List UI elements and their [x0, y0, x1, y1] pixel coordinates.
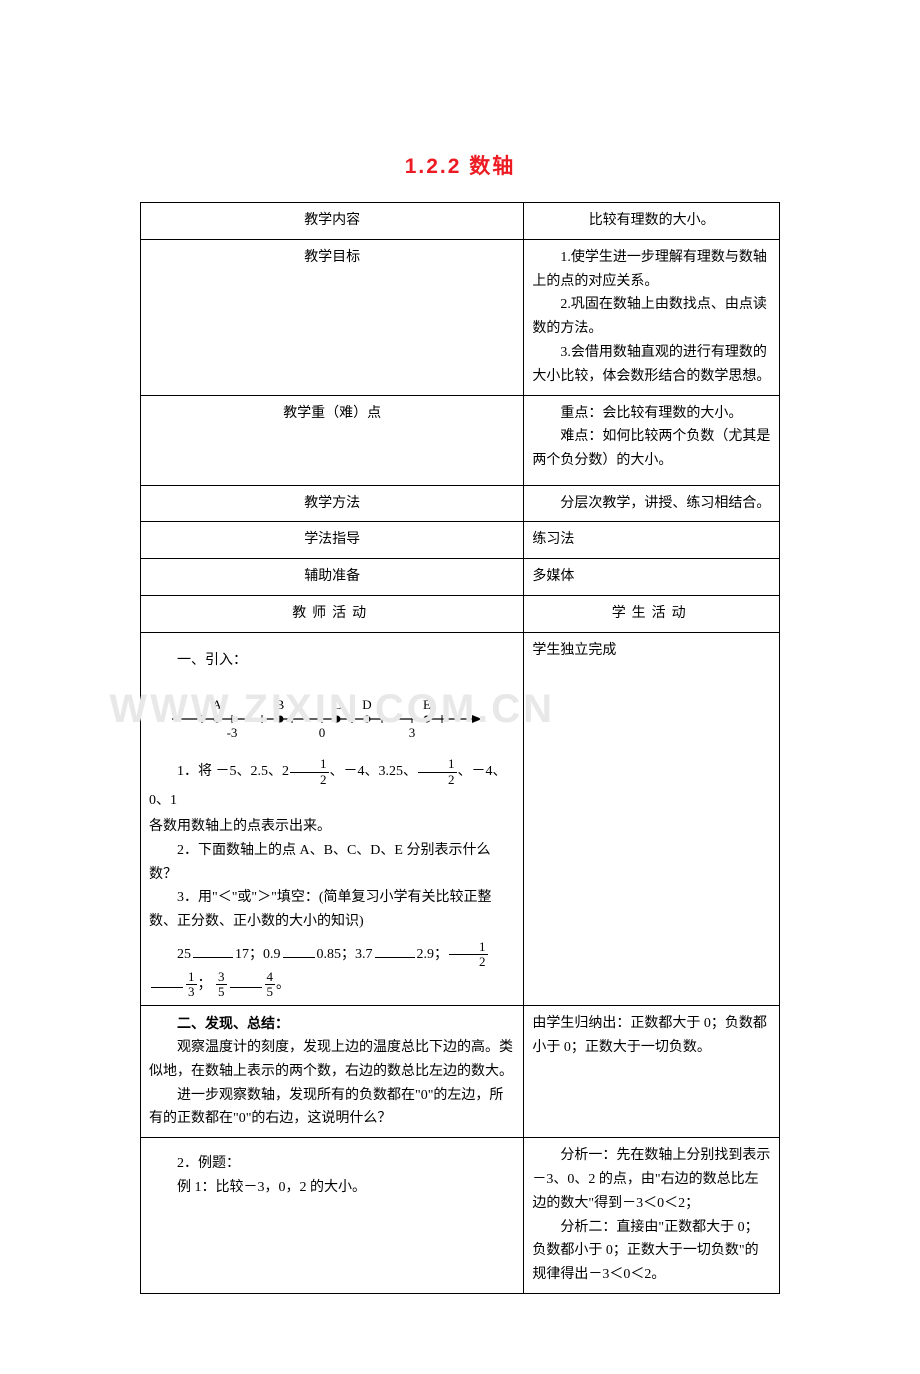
goal-line: 2.巩固在数轴上由数找点、由点读数的方法。 [532, 293, 771, 341]
label-cell: 教学重（难）点 [141, 395, 524, 485]
label-cell: 学法指导 [141, 522, 524, 559]
q1: 1．将 －5、2.5、212、－4、3.25、12、－4、0、1 [149, 757, 515, 815]
blank [151, 974, 183, 988]
content-cell: 比较有理数的大小。 [524, 203, 780, 240]
svg-text:D: D [362, 697, 371, 712]
row-activity-header: 教师活动 学生活动 [141, 595, 780, 632]
student-header: 学生活动 [524, 595, 780, 632]
row-activity-2: 二、发现、总结： 观察温度计的刻度，发现上边的温度总比下边的高。类似地，在数轴上… [141, 1006, 780, 1138]
content-cell: 重点：会比较有理数的大小。 难点：如何比较两个负数（尤其是两个负分数）的大小。 [524, 395, 780, 485]
fill-line-2: 13； 35 45。 [149, 970, 515, 1000]
content-cell: 练习法 [524, 522, 780, 559]
lesson-plan-page: 1.2.2 数轴 教学内容 比较有理数的大小。 教学目标 1.使学生进一步理解有… [0, 0, 920, 1374]
q1-text: 1．将 －5、2.5、2 [177, 764, 289, 779]
student-cell: 分析一：先在数轴上分别找到表示－3、0、2 的点，由"右边的数总比左边的数大"得… [524, 1138, 780, 1294]
example-head: 2．例题： [149, 1152, 515, 1176]
blank [193, 944, 233, 958]
page-title: 1.2.2 数轴 [140, 150, 780, 180]
row-content: 教学内容 比较有理数的大小。 [141, 203, 780, 240]
fill-text: 2.9； [417, 947, 449, 962]
focus-line: 难点：如何比较两个负数（尤其是两个负分数）的大小。 [532, 425, 771, 473]
teacher-header: 教师活动 [141, 595, 524, 632]
example-body: 例 1：比较－3，0，2 的大小。 [149, 1176, 515, 1200]
svg-text:-3: -3 [227, 725, 238, 740]
fill-text: 。 [276, 977, 290, 992]
fill-text: 25 [177, 947, 191, 962]
fraction-half: 12 [290, 757, 329, 787]
content-cell: 分层次教学，讲授、练习相结合。 [524, 485, 780, 522]
svg-text:3: 3 [409, 725, 416, 740]
blank [283, 944, 315, 958]
label-cell: 教学内容 [141, 203, 524, 240]
fraction-fourfifth: 45 [265, 970, 276, 1000]
numberline-container: WWW.ZIXIN.COM.CN [149, 685, 515, 750]
label-cell: 教学目标 [141, 239, 524, 395]
row-method: 教学方法 分层次教学，讲授、练习相结合。 [141, 485, 780, 522]
row-goal: 教学目标 1.使学生进一步理解有理数与数轴上的点的对应关系。 2.巩固在数轴上由… [141, 239, 780, 395]
label-cell: 教学方法 [141, 485, 524, 522]
teacher-cell: 二、发现、总结： 观察温度计的刻度，发现上边的温度总比下边的高。类似地，在数轴上… [141, 1006, 524, 1138]
svg-text:B: B [276, 697, 285, 712]
p2: 进一步观察数轴，发现所有的负数都在"0"的左边，所有的正数都在"0"的右边，这说… [149, 1084, 515, 1132]
teacher-cell: 2．例题： 例 1：比较－3，0，2 的大小。 [141, 1138, 524, 1294]
analysis-2: 分析二：直接由"正数都大于 0；负数都小于 0；正数大于一切负数"的规律得出－3… [532, 1216, 771, 1287]
q1-text: 、－4、3.25、 [330, 764, 418, 779]
teacher-cell: 一、引入： WWW.ZIXIN.COM.CN [141, 632, 524, 1005]
row-activity-3: 2．例题： 例 1：比较－3，0，2 的大小。 分析一：先在数轴上分别找到表示－… [141, 1138, 780, 1294]
q3: 3．用"＜"或"＞"填空：(简单复习小学有关比较正整数、正分数、正小数的大小的知… [149, 886, 515, 934]
fraction-half: 12 [418, 757, 457, 787]
fraction-third: 13 [186, 970, 197, 1000]
fill-text: 0.85；3.7 [317, 947, 373, 962]
content-cell: 多媒体 [524, 559, 780, 596]
svg-text:A: A [212, 697, 222, 712]
content-cell: 1.使学生进一步理解有理数与数轴上的点的对应关系。 2.巩固在数轴上由数找点、由… [524, 239, 780, 395]
numberline-svg: A B C D E -3 0 3 [162, 685, 502, 741]
svg-text:E: E [423, 697, 431, 712]
fraction-threefifth: 35 [216, 970, 227, 1000]
fill-line-1: 25 17；0.9 0.85；3.7 2.9；12 [149, 940, 515, 970]
goal-line: 1.使学生进一步理解有理数与数轴上的点的对应关系。 [532, 246, 771, 294]
analysis-1: 分析一：先在数轴上分别找到表示－3、0、2 的点，由"右边的数总比左边的数大"得… [532, 1144, 771, 1215]
blank [230, 974, 262, 988]
svg-text:C: C [333, 697, 342, 712]
focus-line: 重点：会比较有理数的大小。 [532, 402, 771, 426]
row-prep: 辅助准备 多媒体 [141, 559, 780, 596]
row-study: 学法指导 练习法 [141, 522, 780, 559]
goal-line: 3.会借用数轴直观的进行有理数的大小比较，体会数形结合的数学思想。 [532, 341, 771, 389]
section-heading: 二、发现、总结： [149, 1012, 515, 1036]
lesson-table: 教学内容 比较有理数的大小。 教学目标 1.使学生进一步理解有理数与数轴上的点的… [140, 202, 780, 1294]
fraction-half: 12 [449, 940, 488, 970]
q2: 2．下面数轴上的点 A、B、C、D、E 分别表示什么数？ [149, 839, 515, 887]
fill-text: ； [198, 977, 212, 992]
student-cell: 学生独立完成 [524, 632, 780, 1005]
student-cell: 由学生归纳出：正数都大于 0；负数都小于 0；正数大于一切负数。 [524, 1006, 780, 1138]
row-focus: 教学重（难）点 重点：会比较有理数的大小。 难点：如何比较两个负数（尤其是两个负… [141, 395, 780, 485]
blank [375, 944, 415, 958]
p1: 观察温度计的刻度，发现上边的温度总比下边的高。类似地，在数轴上表示的两个数，右边… [149, 1036, 515, 1084]
intro-heading: 一、引入： [149, 649, 515, 673]
q1d: 各数用数轴上的点表示出来。 [149, 815, 515, 839]
svg-text:0: 0 [319, 725, 326, 740]
label-cell: 辅助准备 [141, 559, 524, 596]
row-activity-1: 一、引入： WWW.ZIXIN.COM.CN [141, 632, 780, 1005]
fill-text: 17；0.9 [235, 947, 281, 962]
